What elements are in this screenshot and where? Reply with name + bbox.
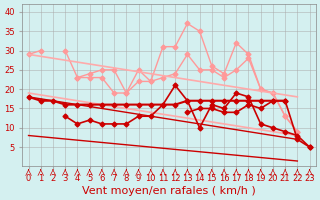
X-axis label: Vent moyen/en rafales ( km/h ): Vent moyen/en rafales ( km/h ) (82, 186, 256, 196)
